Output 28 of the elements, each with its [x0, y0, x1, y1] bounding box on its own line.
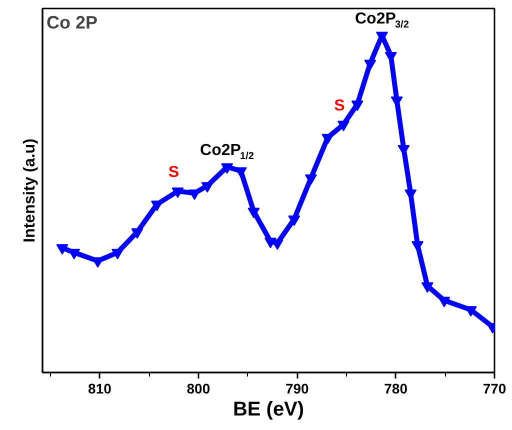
point [288, 215, 300, 226]
point [364, 60, 376, 70]
point [248, 208, 260, 218]
x-tick-label: 780 [384, 380, 408, 396]
x-tick-label: 800 [186, 380, 210, 396]
x-tick-label: 810 [88, 380, 112, 396]
y-axis-title: Intensity (a.u) [22, 138, 38, 243]
point [221, 163, 234, 174]
point [131, 228, 144, 239]
chart-title: Co 2P [46, 12, 98, 32]
point [338, 120, 350, 132]
point [201, 182, 214, 193]
point [304, 174, 317, 185]
point [438, 296, 450, 308]
x-tick-label: 790 [285, 380, 310, 396]
point [56, 244, 68, 255]
point [172, 188, 184, 198]
point [150, 200, 163, 212]
annotation: S [168, 164, 180, 182]
annotation: S [334, 97, 346, 114]
x-axis-title: BE (eV) [232, 398, 304, 420]
point [112, 248, 124, 260]
point [351, 100, 364, 112]
point [322, 134, 334, 144]
point [421, 282, 434, 293]
x-tick-label: 770 [482, 380, 506, 396]
point [376, 32, 388, 42]
point [412, 241, 424, 252]
